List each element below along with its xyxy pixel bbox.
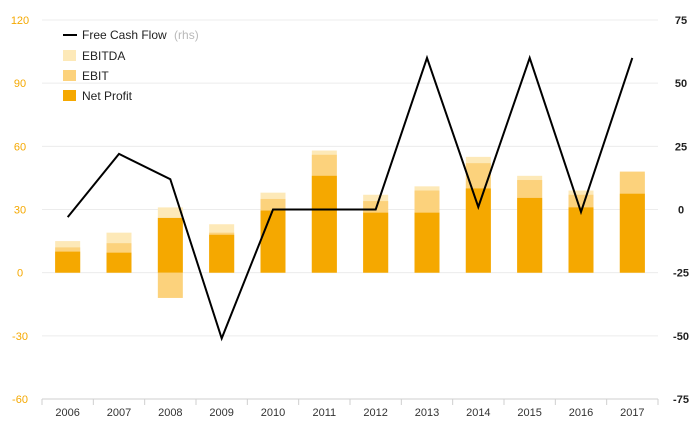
- bar-net-profit: [619, 193, 645, 273]
- legend-swatch-ebitda: [63, 50, 76, 61]
- gridlines: [42, 19, 658, 400]
- y-left-tick-label: 0: [17, 268, 23, 280]
- y-right-tick-label: -25: [673, 268, 689, 280]
- x-tick-label: 2008: [158, 407, 182, 419]
- y-left-tick-label: 30: [14, 205, 26, 217]
- y-right-tick-label: -75: [673, 394, 689, 406]
- y-right-tick-label: 25: [675, 141, 687, 153]
- y-right-tick-label: 50: [675, 78, 687, 90]
- x-tick-label: 2006: [55, 407, 79, 419]
- legend-label-ebit: EBIT: [82, 69, 109, 83]
- bar-net-profit: [260, 210, 286, 273]
- bar-net-profit: [465, 188, 491, 273]
- legend-item-ebitda: EBITDA: [63, 49, 125, 63]
- legend-label-free-cash-flow: Free Cash Flow: [82, 28, 167, 42]
- bar-ebit: [157, 272, 183, 298]
- x-tick-label: 2017: [620, 407, 644, 419]
- axes: -60 -30 0 30 60 90 120 -75 -50 -25 0 25 50 75 2006 2007…: [11, 15, 689, 419]
- bar-net-profit: [106, 252, 132, 273]
- x-tick-label: 2007: [107, 407, 131, 419]
- legend-item-ebit: EBIT: [63, 69, 109, 83]
- line-series: [66, 54, 634, 342]
- y-right-tick-label: 0: [678, 205, 684, 217]
- y-left-tick-label: 60: [14, 141, 26, 153]
- bar-net-profit: [568, 207, 594, 273]
- bar-net-profit: [311, 175, 337, 273]
- y-right-tick-label: 75: [675, 15, 687, 27]
- x-tick-label: 2012: [363, 407, 387, 419]
- legend-label-net-profit: Net Profit: [82, 89, 133, 103]
- x-tick-label: 2014: [466, 407, 490, 419]
- x-tick-label: 2016: [569, 407, 593, 419]
- y-left-tick-label: -60: [12, 394, 28, 406]
- x-tick-label: 2009: [209, 407, 233, 419]
- bar-net-profit: [414, 212, 440, 273]
- line-free-cash-flow: [66, 54, 634, 342]
- bar-net-profit: [209, 234, 235, 273]
- legend-label-ebitda: EBITDA: [82, 49, 125, 63]
- svg-text:Free Cash Flow (rhs): Free Cash Flow (rhs): [82, 28, 199, 42]
- y-right-tick-label: -50: [673, 331, 689, 343]
- legend-label-rhs: (rhs): [174, 28, 199, 42]
- bar-series: [55, 150, 645, 298]
- y-left-tick-label: 120: [11, 15, 29, 27]
- x-tick-label: 2010: [261, 407, 285, 419]
- legend-swatch-ebit: [63, 70, 76, 81]
- legend-swatch-net-profit: [63, 90, 76, 101]
- y-left-tick-label: -30: [12, 331, 28, 343]
- legend-item-free-cash-flow: Free Cash Flow (rhs): [63, 28, 199, 42]
- bar-net-profit: [157, 217, 183, 273]
- x-tick-label: 2015: [517, 407, 541, 419]
- bar-net-profit: [517, 197, 543, 273]
- bar-net-profit: [363, 212, 389, 273]
- legend-item-net-profit: Net Profit: [63, 89, 133, 103]
- legend: Free Cash Flow (rhs) EBITDA EBIT Net Pro…: [63, 28, 199, 103]
- y-left-tick-label: 90: [14, 78, 26, 90]
- x-tick-label: 2013: [415, 407, 439, 419]
- bar-net-profit: [55, 251, 81, 273]
- x-tick-label: 2011: [313, 407, 337, 419]
